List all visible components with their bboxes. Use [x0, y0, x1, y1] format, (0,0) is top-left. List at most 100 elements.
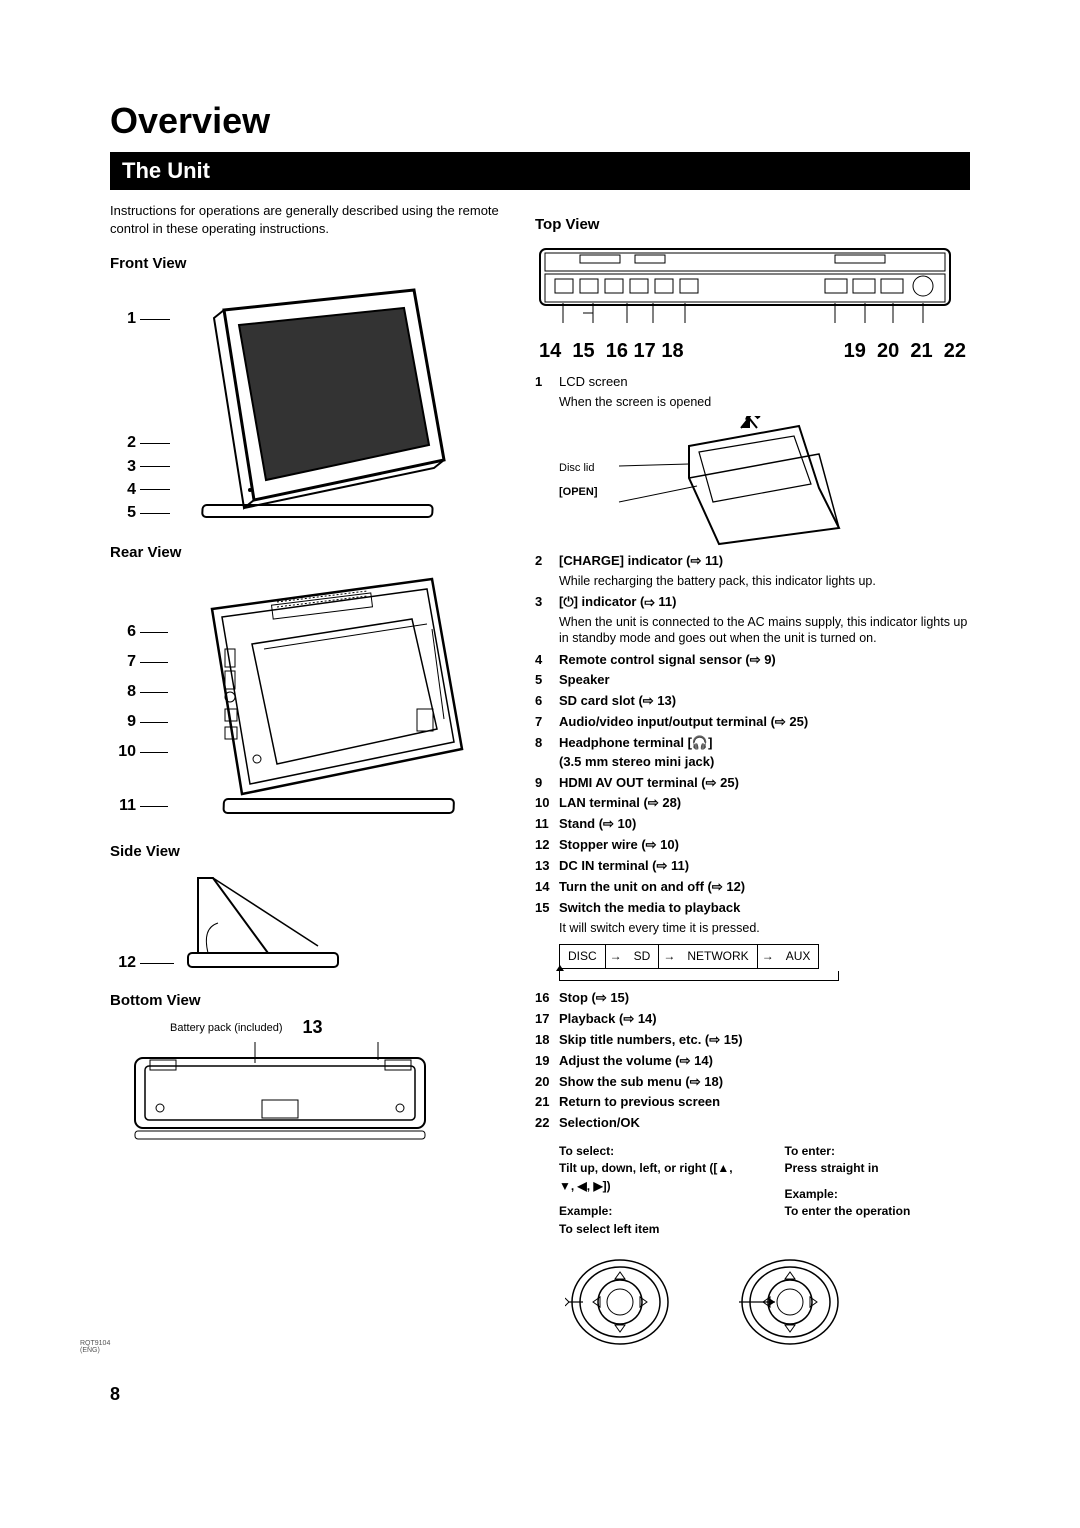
- feature-sub: It will switch every time it is pressed.: [559, 920, 970, 936]
- right-column: Top View: [535, 202, 970, 1352]
- intro-text: Instructions for operations are generall…: [110, 202, 505, 237]
- bottom-view-diagram: Battery pack (included) 13: [110, 1017, 505, 1151]
- feature-num: 20: [535, 1073, 559, 1092]
- feature-text: Show the sub menu (⇨ 18): [559, 1073, 970, 1092]
- callout-12: 12: [110, 954, 178, 972]
- callout-11: 11: [110, 797, 172, 815]
- callout-6: 6: [110, 623, 172, 641]
- feature-sub: When the unit is connected to the AC mai…: [559, 614, 970, 647]
- callout-9: 9: [110, 713, 172, 731]
- side-device-svg: [178, 868, 368, 978]
- feat-1-sub: When the screen is opened: [559, 394, 970, 410]
- feature-text: DC IN terminal (⇨ 11): [559, 857, 970, 876]
- page-number: 8: [110, 1384, 970, 1405]
- to-select-text: Tilt up, down, left, or right ([▲, ▼, ◀,…: [559, 1160, 745, 1195]
- feat-1-title: LCD screen: [559, 373, 970, 392]
- feature-text: Playback (⇨ 14): [559, 1010, 970, 1029]
- feature-list: 1LCD screen When the screen is opened Di: [535, 373, 970, 1352]
- callout-2: 2: [110, 434, 174, 452]
- callout-8: 8: [110, 683, 172, 701]
- feat-1-num: 1: [535, 373, 559, 392]
- dpad-diagrams: [565, 1252, 970, 1352]
- feature-row: 3[⏻] indicator (⇨ 11): [535, 593, 970, 612]
- feature-text: LAN terminal (⇨ 28): [559, 794, 970, 813]
- feature-text: Return to previous screen: [559, 1093, 970, 1112]
- example-label-2: Example:: [785, 1186, 971, 1203]
- left-column: Instructions for operations are generall…: [110, 202, 505, 1352]
- disc-lid-label: Disc lid: [559, 456, 598, 480]
- feature-row: 15Switch the media to playback: [535, 899, 970, 918]
- feature-num: 8: [535, 734, 559, 772]
- select-enter-block: To select: Tilt up, down, left, or right…: [559, 1143, 970, 1238]
- feature-text: Skip title numbers, etc. (⇨ 15): [559, 1031, 970, 1050]
- rear-device-svg: [172, 569, 482, 829]
- feature-row: 11Stand (⇨ 10): [535, 815, 970, 834]
- feature-num: 15: [535, 899, 559, 918]
- front-view-diagram: 1 2 3 4 5: [110, 280, 505, 530]
- feature-sub: While recharging the battery pack, this …: [559, 573, 970, 589]
- feature-num: 4: [535, 651, 559, 670]
- page-title: Overview: [110, 100, 970, 142]
- feature-row: 19Adjust the volume (⇨ 14): [535, 1052, 970, 1071]
- example-enter-text: To enter the operation: [785, 1203, 971, 1220]
- section-bar: The Unit: [110, 152, 970, 190]
- feature-num: 16: [535, 989, 559, 1008]
- top-numbers-right: 19 20 21 22: [844, 340, 966, 363]
- callout-5: 5: [110, 504, 174, 522]
- feature-row: 9HDMI AV OUT terminal (⇨ 25): [535, 774, 970, 793]
- feature-text: [⏻] indicator (⇨ 11): [559, 593, 970, 612]
- feature-row: 2[CHARGE] indicator (⇨ 11): [535, 552, 970, 571]
- feature-text: HDMI AV OUT terminal (⇨ 25): [559, 774, 970, 793]
- bottom-device-svg: [110, 1038, 450, 1148]
- media-sd: SD: [626, 945, 660, 968]
- callout-3: 3: [110, 458, 174, 476]
- feature-num: 9: [535, 774, 559, 793]
- to-select-heading: To select:: [559, 1143, 745, 1160]
- feature-num: 13: [535, 857, 559, 876]
- feature-row: 16Stop (⇨ 15): [535, 989, 970, 1008]
- side-view-diagram: 12: [110, 868, 505, 978]
- bottom-view-heading: Bottom View: [110, 992, 505, 1009]
- callout-7: 7: [110, 653, 172, 671]
- feature-num: 14: [535, 878, 559, 897]
- feature-num: 12: [535, 836, 559, 855]
- feature-text: Adjust the volume (⇨ 14): [559, 1052, 970, 1071]
- dpad-enter-svg: [735, 1252, 845, 1352]
- to-enter-heading: To enter:: [785, 1143, 971, 1160]
- top-device-svg: [535, 241, 955, 331]
- feature-row: 20Show the sub menu (⇨ 18): [535, 1073, 970, 1092]
- feature-row: 22Selection/OK: [535, 1114, 970, 1133]
- feature-text: [CHARGE] indicator (⇨ 11): [559, 552, 970, 571]
- feature-num: 3: [535, 593, 559, 612]
- feature-text: Audio/video input/output terminal (⇨ 25): [559, 713, 970, 732]
- example-label-1: Example:: [559, 1203, 745, 1220]
- feature-text: Speaker: [559, 671, 970, 690]
- feature-text: Stopper wire (⇨ 10): [559, 836, 970, 855]
- open-label: [OPEN]: [559, 480, 598, 504]
- lcd-screen-diagram: Disc lid [OPEN]: [559, 416, 879, 546]
- feature-row: 5Speaker: [535, 671, 970, 690]
- feature-text: Stand (⇨ 10): [559, 815, 970, 834]
- battery-label: Battery pack (included): [170, 1022, 283, 1034]
- feature-row: 21Return to previous screen: [535, 1093, 970, 1112]
- feature-row: 18Skip title numbers, etc. (⇨ 15): [535, 1031, 970, 1050]
- media-aux: AUX: [778, 945, 819, 968]
- top-view-numbers: 14 15 16 17 18 19 20 21 22: [535, 340, 970, 371]
- top-view-heading: Top View: [535, 216, 970, 233]
- example-select-text: To select left item: [559, 1221, 745, 1238]
- feature-row: 13DC IN terminal (⇨ 11): [535, 857, 970, 876]
- callout-13: 13: [303, 1017, 323, 1038]
- feature-row: 17Playback (⇨ 14): [535, 1010, 970, 1029]
- feature-row: 4Remote control signal sensor (⇨ 9): [535, 651, 970, 670]
- dpad-select-svg: [565, 1252, 675, 1352]
- front-device-svg: [174, 280, 474, 530]
- feature-num: 17: [535, 1010, 559, 1029]
- feature-text: Selection/OK: [559, 1114, 970, 1133]
- feature-row: 10LAN terminal (⇨ 28): [535, 794, 970, 813]
- media-network: NETWORK: [679, 945, 757, 968]
- feature-num: 11: [535, 815, 559, 834]
- feature-row: 12Stopper wire (⇨ 10): [535, 836, 970, 855]
- feature-text: Stop (⇨ 15): [559, 989, 970, 1008]
- side-view-heading: Side View: [110, 843, 505, 860]
- feature-row: 8Headphone terminal [🎧] (3.5 mm stereo m…: [535, 734, 970, 772]
